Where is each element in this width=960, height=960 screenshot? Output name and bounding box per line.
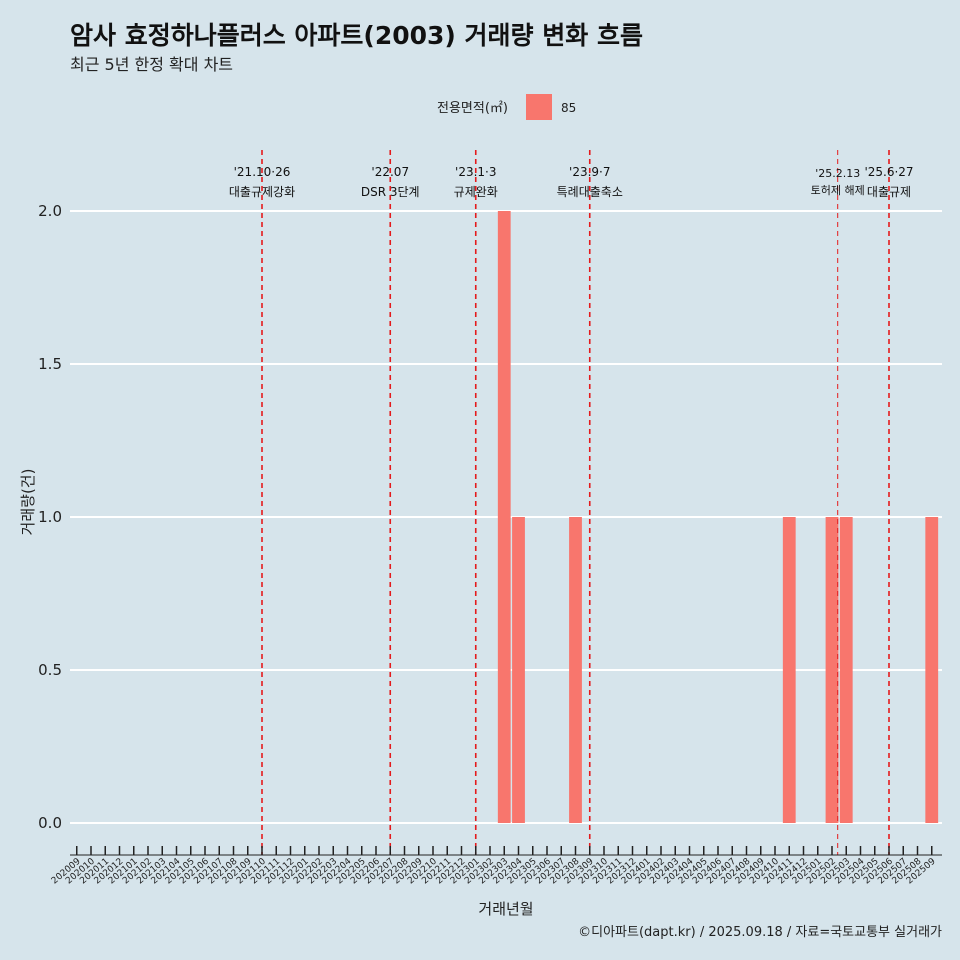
event-date-5: '25.6·27	[864, 165, 913, 179]
bar-202502	[825, 517, 839, 823]
legend-title: 전용면적(㎡)	[437, 101, 508, 116]
event-label-4: 토허제 해제	[811, 183, 865, 197]
y-tick-labels: 0.0 0.5 1.0 1.5 2.0	[38, 202, 62, 832]
legend-label-85: 85	[561, 101, 576, 115]
legend: 전용면적(㎡) 85	[437, 94, 576, 120]
bar-202509	[925, 517, 939, 823]
x-axis-label: 거래년월	[478, 900, 533, 918]
event-markers: '21.10·26 대출규제강화 '22.07 DSR 3단계 '23.1·3 규제완화 '…	[229, 150, 914, 855]
legend-swatch-85	[526, 94, 552, 120]
event-date-1: '22.07	[371, 165, 409, 179]
event-date-2: '23.1·3	[455, 165, 496, 179]
chart-caption: ©디아파트(dapt.kr) / 2025.09.18 / 자료=국토교통부 실…	[578, 925, 942, 940]
chart-subtitle: 최근 5년 한정 확대 차트	[70, 55, 233, 74]
chart-title: 암사 효정하나플러스 아파트(2003) 거래량 변화 흐름	[70, 21, 643, 50]
y-tick-label: 0.0	[38, 814, 62, 832]
event-date-0: '21.10·26	[234, 165, 291, 179]
event-label-0: 대출규제강화	[229, 185, 295, 199]
y-axis-label: 거래량(건)	[19, 469, 37, 536]
bars	[497, 211, 939, 823]
bar-202303	[497, 211, 511, 823]
y-tick-label: 1.5	[38, 355, 62, 373]
event-label-2: 규제완화	[454, 185, 498, 199]
event-label-3: 특례대출축소	[557, 185, 623, 199]
bar-202304	[512, 517, 525, 823]
y-tick-label: 0.5	[38, 661, 62, 679]
y-tick-label: 1.0	[38, 508, 62, 526]
bar-202411	[782, 517, 796, 823]
event-label-5: 대출규제	[867, 185, 911, 199]
y-tick-label: 2.0	[38, 202, 62, 220]
event-date-3: '23.9·7	[569, 165, 610, 179]
event-date-4: '25.2.13	[815, 167, 860, 180]
bar-202308	[569, 517, 582, 823]
x-tick-marks	[76, 846, 933, 855]
bar-202503	[839, 517, 853, 823]
event-label-1: DSR 3단계	[361, 185, 420, 199]
